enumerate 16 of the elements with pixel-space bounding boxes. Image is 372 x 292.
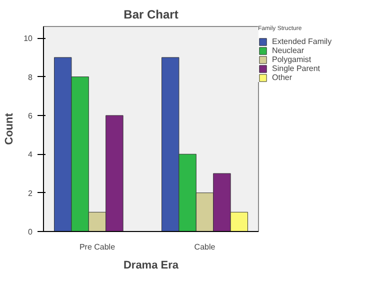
x-axis-title: Drama Era — [123, 260, 180, 272]
y-tick-label: 8 — [28, 72, 34, 82]
legend-label: Other — [272, 73, 292, 82]
x-tick-label: Pre Cable — [79, 242, 116, 252]
legend-label: Single Parent — [272, 64, 320, 73]
x-tick-label: Cable — [194, 242, 216, 252]
y-tick-label: 4 — [28, 150, 34, 160]
y-tick-label: 6 — [28, 111, 34, 120]
chart-title: Bar Chart — [124, 8, 178, 22]
legend-label: Neuclear — [272, 46, 304, 55]
legend-label: Extended Family — [272, 37, 332, 46]
y-axis-title: Count — [4, 112, 16, 145]
legend-label: Polygamist — [272, 55, 312, 64]
y-tick-label: 0 — [28, 228, 34, 236]
y-tick-label: 2 — [28, 188, 34, 198]
y-tick-label: 10 — [24, 34, 34, 44]
